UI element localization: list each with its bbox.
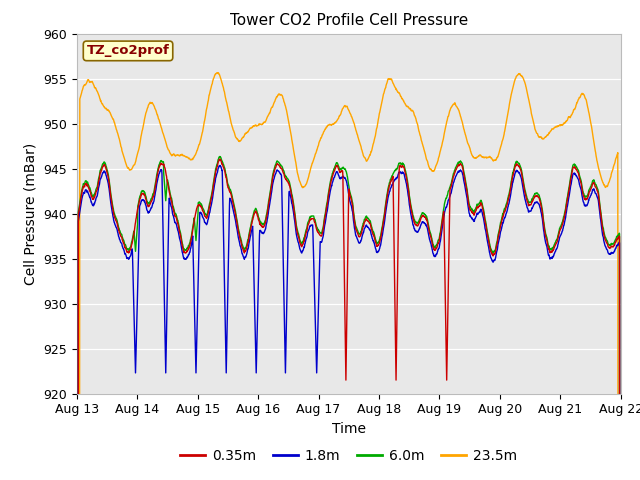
Legend: 0.35m, 1.8m, 6.0m, 23.5m: 0.35m, 1.8m, 6.0m, 23.5m — [175, 444, 523, 469]
Text: TZ_co2prof: TZ_co2prof — [86, 44, 170, 58]
X-axis label: Time: Time — [332, 422, 366, 436]
Title: Tower CO2 Profile Cell Pressure: Tower CO2 Profile Cell Pressure — [230, 13, 468, 28]
Y-axis label: Cell Pressure (mBar): Cell Pressure (mBar) — [24, 143, 38, 285]
